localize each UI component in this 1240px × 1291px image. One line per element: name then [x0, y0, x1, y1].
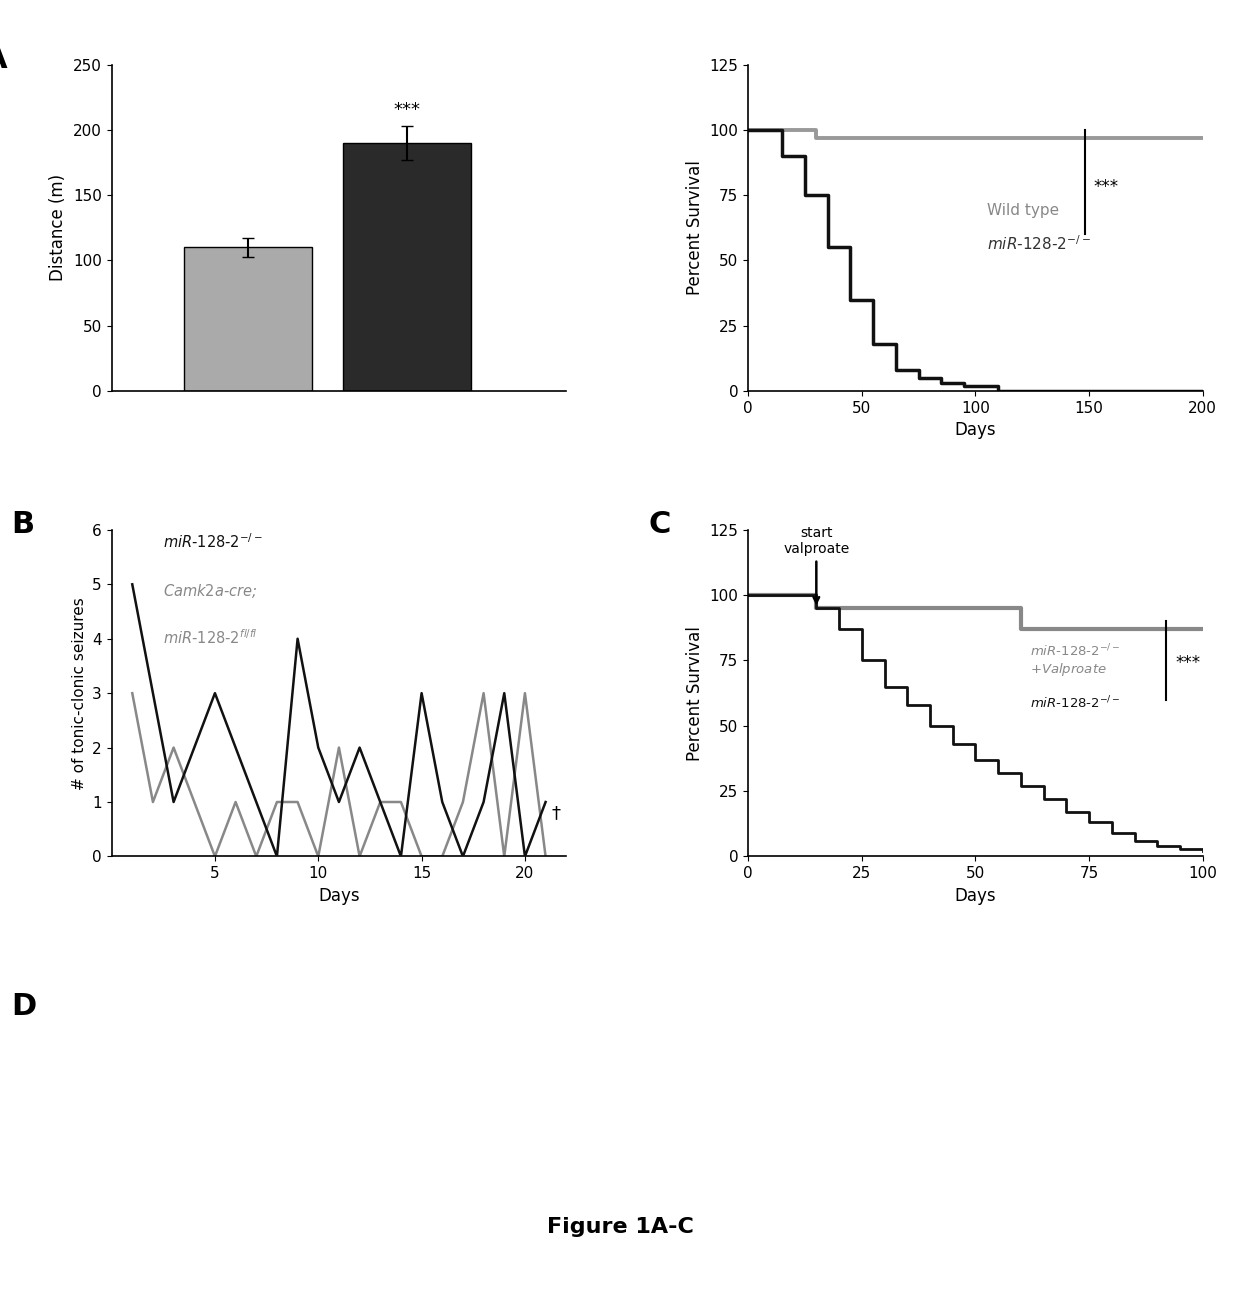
Text: ***: *** [393, 102, 420, 119]
Y-axis label: Percent Survival: Percent Survival [686, 626, 704, 760]
Y-axis label: Distance (m): Distance (m) [50, 174, 67, 281]
X-axis label: Days: Days [955, 887, 996, 905]
Text: C: C [649, 510, 671, 540]
Y-axis label: Percent Survival: Percent Survival [686, 160, 704, 296]
Text: $Camk2a$-$cre$;: $Camk2a$-$cre$; [164, 581, 258, 599]
Text: A: A [0, 45, 7, 74]
Text: $miR$-$128$-$2^{-/-}$: $miR$-$128$-$2^{-/-}$ [987, 235, 1091, 253]
X-axis label: Days: Days [319, 887, 360, 905]
Text: $miR$-$128$-$2^{fl/fl}$: $miR$-$128$-$2^{fl/fl}$ [164, 627, 258, 647]
Text: start
valproate: start valproate [784, 525, 849, 603]
Text: $miR$-$128$-$2^{-/-}$: $miR$-$128$-$2^{-/-}$ [1030, 695, 1121, 711]
Bar [343, 143, 471, 391]
Text: Wild type: Wild type [987, 203, 1059, 218]
Bar [185, 248, 311, 391]
Text: ***: *** [1176, 655, 1200, 673]
X-axis label: Days: Days [955, 421, 996, 439]
Text: $miR$-$128$-$2^{-/-}$: $miR$-$128$-$2^{-/-}$ [164, 533, 263, 551]
Text: B: B [11, 510, 35, 540]
Text: Figure 1A-C: Figure 1A-C [547, 1217, 693, 1237]
Text: ***: *** [1094, 178, 1118, 196]
Text: D: D [11, 991, 37, 1021]
Text: $miR$-$128$-$2^{-/-}$
$+Valproate$: $miR$-$128$-$2^{-/-}$ $+Valproate$ [1030, 642, 1121, 678]
Y-axis label: # of tonic-clonic seizures: # of tonic-clonic seizures [72, 596, 87, 790]
Text: †: † [552, 804, 560, 822]
